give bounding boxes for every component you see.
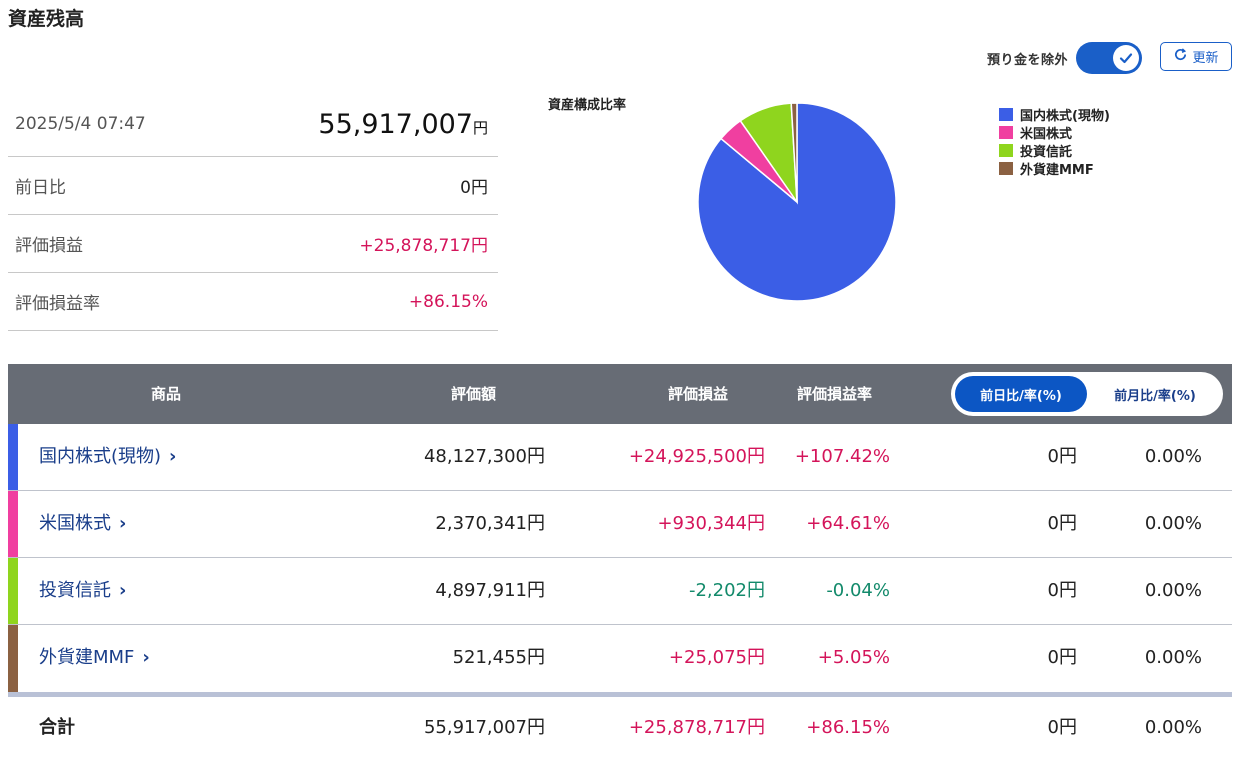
row-color-bar — [8, 625, 18, 692]
row-pl: +25,075円 — [668, 647, 765, 668]
row-day-change: 0円 — [1047, 446, 1077, 467]
row-day-change: 0円 — [1047, 513, 1077, 534]
chart-legend: 国内株式(現物) 米国株式 投資信託 外貨建MMF — [999, 105, 1110, 178]
header-pl-rate: 評価損益率 — [797, 385, 873, 403]
row-day-rate: 0.00% — [1144, 647, 1202, 668]
row-day-rate: 0.00% — [1144, 513, 1202, 534]
row-value: 4,897,911円 — [435, 580, 545, 601]
total-day-rate: 0.00% — [1144, 717, 1202, 738]
summary-panel: 2025/5/4 07:47 55,917,007円 前日比 0円 評価損益 +… — [8, 92, 498, 331]
chevron-right-icon: › — [119, 513, 127, 534]
summary-row-label: 前日比 — [15, 178, 66, 198]
row-pl-rate: +64.61% — [806, 513, 890, 534]
chevron-right-icon: › — [142, 647, 150, 668]
pie-slice-3 — [790, 102, 798, 203]
total-pl-rate: +86.15% — [806, 717, 890, 738]
row-value: 2,370,341円 — [435, 513, 545, 534]
summary-row-value: 0円 — [460, 178, 488, 198]
total-value-number: 55,917,007 — [318, 108, 473, 140]
summary-total-row: 2025/5/4 07:47 55,917,007円 — [8, 92, 498, 157]
summary-row-pl-rate: 評価損益率 +86.15% — [8, 273, 498, 331]
asset-pie-chart — [697, 102, 897, 302]
legend-label: 国内株式(現物) — [1020, 108, 1110, 124]
legend-item: 投資信託 — [999, 141, 1110, 160]
legend-label: 外貨建MMF — [1020, 162, 1094, 178]
row-pl-rate: +5.05% — [817, 647, 890, 668]
row-day-rate: 0.00% — [1144, 580, 1202, 601]
legend-item: 外貨建MMF — [999, 159, 1110, 178]
row-color-bar — [8, 558, 18, 624]
legend-item: 米国株式 — [999, 123, 1110, 142]
row-value: 48,127,300円 — [423, 446, 545, 467]
total-row: 合計 55,917,007円 +25,878,717円 +86.15% 0円 0… — [8, 697, 1232, 759]
chart-title: 資産構成比率 — [548, 98, 627, 113]
exclude-cash-label: 預り金を除外 — [986, 52, 1068, 68]
chevron-right-icon: › — [119, 580, 127, 601]
row-name-link[interactable]: 米国株式 › — [39, 491, 126, 557]
header-product: 商品 — [151, 385, 182, 403]
row-color-bar — [8, 424, 18, 490]
summary-row-pl: 評価損益 +25,878,717円 — [8, 215, 498, 273]
row-name-link[interactable]: 外貨建MMF › — [39, 625, 150, 691]
legend-swatch — [999, 107, 1013, 121]
summary-row-label: 評価損益 — [15, 236, 83, 256]
row-day-change: 0円 — [1047, 580, 1077, 601]
exclude-cash-toggle[interactable] — [1076, 42, 1142, 74]
summary-row-value: +86.15% — [408, 291, 488, 312]
row-color-bar — [8, 491, 18, 557]
total-value-unit: 円 — [472, 118, 488, 137]
total-value: 55,917,007円 — [318, 109, 488, 140]
summary-datetime: 2025/5/4 07:47 — [15, 114, 146, 134]
table-row: 投資信託 › 4,897,911円 -2,202円 -0.04% 0円 0.00% — [8, 558, 1232, 625]
total-value: 55,917,007円 — [423, 717, 545, 738]
row-name-link[interactable]: 国内株式(現物) › — [39, 424, 176, 490]
holdings-table: 商品 評価額 評価損益 評価損益率 前日比/率(%) 前月比/率(%) 国内株式… — [8, 364, 1232, 759]
row-name: 米国株式 — [39, 513, 111, 534]
table-row: 国内株式(現物) › 48,127,300円 +24,925,500円 +107.… — [8, 424, 1232, 491]
legend-label: 米国株式 — [1020, 126, 1073, 142]
row-pl-rate: +107.42% — [794, 446, 890, 467]
legend-label: 投資信託 — [1020, 144, 1073, 160]
row-pl: +930,344円 — [657, 513, 765, 534]
period-toggle: 前日比/率(%) 前月比/率(%) — [951, 372, 1223, 416]
row-name: 投資信託 — [39, 580, 111, 601]
table-row: 米国株式 › 2,370,341円 +930,344円 +64.61% 0円 0.… — [8, 491, 1232, 558]
header-pl: 評価損益 — [668, 385, 729, 403]
page-title: 資産残高 — [8, 8, 85, 30]
refresh-icon — [1173, 47, 1188, 66]
refresh-label: 更新 — [1192, 51, 1219, 66]
row-day-rate: 0.00% — [1144, 446, 1202, 467]
row-value: 521,455円 — [452, 647, 545, 668]
row-name: 国内株式(現物) — [39, 446, 162, 467]
legend-swatch — [999, 161, 1013, 175]
row-pl: +24,925,500円 — [628, 446, 765, 467]
summary-row-value: +25,878,717円 — [359, 236, 488, 256]
check-icon — [1113, 45, 1139, 71]
tab-month-change[interactable]: 前月比/率(%) — [1114, 388, 1196, 404]
legend-swatch — [999, 143, 1013, 157]
summary-row-day-change: 前日比 0円 — [8, 157, 498, 215]
legend-swatch — [999, 125, 1013, 139]
header-value: 評価額 — [451, 385, 497, 403]
row-day-change: 0円 — [1047, 647, 1077, 668]
legend-item: 国内株式(現物) — [999, 105, 1110, 124]
tab-day-change[interactable]: 前日比/率(%) — [955, 376, 1087, 412]
row-name-link[interactable]: 投資信託 › — [39, 558, 126, 624]
total-pl: +25,878,717円 — [628, 717, 765, 738]
exclude-cash-control: 預り金を除外 — [987, 42, 1142, 74]
total-label: 合計 — [39, 717, 75, 738]
chevron-right-icon: › — [169, 446, 177, 467]
refresh-button[interactable]: 更新 — [1160, 42, 1232, 71]
table-row: 外貨建MMF › 521,455円 +25,075円 +5.05% 0円 0.00… — [8, 625, 1232, 697]
table-header: 商品 評価額 評価損益 評価損益率 前日比/率(%) 前月比/率(%) — [8, 364, 1232, 424]
summary-row-label: 評価損益率 — [15, 294, 100, 314]
row-pl-rate: -0.04% — [826, 580, 890, 601]
row-name: 外貨建MMF — [39, 647, 135, 668]
total-day-change: 0円 — [1047, 717, 1077, 738]
row-pl: -2,202円 — [688, 580, 765, 601]
